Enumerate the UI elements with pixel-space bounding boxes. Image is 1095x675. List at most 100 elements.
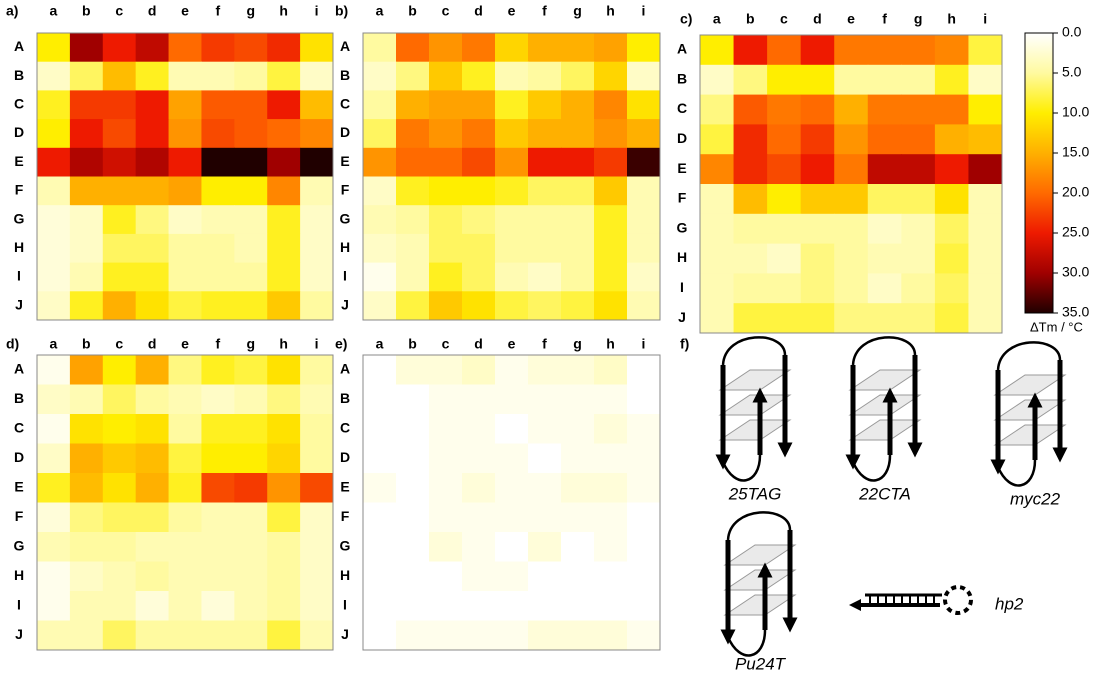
heatmap-cell (934, 184, 969, 215)
heatmap-cell (102, 33, 137, 63)
heatmap-cell (37, 262, 71, 292)
heatmap-cell (267, 591, 301, 621)
heatmap-cell (363, 502, 397, 533)
panel-label: f) (680, 336, 689, 352)
x-tick-label: a (376, 3, 384, 19)
heatmap-cell (528, 355, 562, 385)
x-tick-label: e (508, 336, 516, 352)
heatmap-cell (363, 147, 397, 177)
heatmap-cell (300, 33, 334, 63)
heatmap-cell (135, 291, 170, 321)
heatmap-cell (267, 473, 301, 503)
heatmap-cell (168, 355, 202, 385)
heatmap-cell (429, 147, 463, 177)
heatmap-cell (102, 291, 137, 321)
x-tick-label: c (115, 336, 123, 352)
heatmap-cell (901, 124, 936, 155)
heatmap-cell (528, 33, 562, 63)
heatmap-cell (267, 262, 301, 292)
heatmap-cell (867, 303, 902, 334)
heatmap-cell (594, 205, 628, 235)
heatmap-cell (234, 262, 268, 292)
heatmap-cell (867, 213, 902, 245)
heatmap-cell (300, 147, 334, 177)
heatmap-cell (396, 291, 430, 321)
heatmap-cell (168, 502, 202, 533)
x-tick-label: e (181, 336, 189, 352)
heatmap-cell (102, 262, 137, 292)
heatmap-cell (37, 502, 71, 533)
y-tick-label: H (340, 239, 350, 255)
heatmap-cell (627, 262, 661, 292)
heatmap-cell (594, 233, 628, 264)
heatmap-cell (800, 184, 835, 215)
heatmap-cell (300, 591, 334, 621)
heatmap-cell (396, 61, 430, 91)
heatmap-cell (867, 94, 902, 125)
heatmap-cell (594, 176, 628, 206)
heatmap-cell (968, 184, 1003, 215)
heatmap-cell (396, 147, 430, 177)
y-tick-label: J (678, 309, 686, 325)
colorbar-tick-label: 20.0 (1062, 184, 1089, 200)
heatmap-cell (396, 119, 430, 149)
heatmap-cell (561, 473, 595, 503)
heatmap-cell (834, 154, 869, 185)
heatmap-cell (168, 61, 202, 91)
heatmap-cell (901, 35, 936, 66)
heatmap-cell (627, 33, 661, 63)
heatmap-cell (561, 176, 595, 206)
heatmap-cell (834, 124, 869, 155)
y-tick-label: C (14, 419, 24, 435)
heatmap-cell (934, 124, 969, 155)
heatmap-cell (968, 213, 1003, 245)
heatmap-cell (561, 384, 595, 415)
heatmap-cell (495, 502, 529, 533)
heatmap-cell (135, 561, 170, 592)
heatmap-cell (800, 273, 835, 304)
heatmap-cell (201, 61, 235, 91)
y-tick-label: D (340, 124, 350, 140)
heatmap-cell (300, 473, 334, 503)
heatmap-cell (594, 532, 628, 562)
heatmap-cell (69, 33, 104, 63)
x-tick-label: c (442, 336, 450, 352)
heatmap-cell (561, 502, 595, 533)
heatmap-cell (594, 443, 628, 474)
x-tick-label: i (315, 3, 319, 19)
heatmap-cell (234, 291, 268, 321)
x-tick-label: b (746, 11, 755, 27)
heatmap-cell (102, 205, 137, 235)
heatmap-cell (396, 90, 430, 120)
heatmap-cell (168, 233, 202, 264)
heatmap-cell (594, 262, 628, 292)
heatmap-cell (69, 61, 104, 91)
heatmap-cell (396, 473, 430, 503)
heatmap-cell (733, 94, 768, 125)
structure-label: hp2 (995, 594, 1024, 613)
heatmap-cell (363, 384, 397, 415)
heatmap-cell (69, 561, 104, 592)
structure-label: 25TAG (728, 484, 782, 503)
heatmap-cell (627, 561, 661, 592)
heatmap-cell (396, 205, 430, 235)
heatmap-cell (934, 94, 969, 125)
heatmap-cell (700, 124, 735, 155)
heatmap-cell (594, 591, 628, 621)
heatmap-cell (627, 205, 661, 235)
heatmap-cell (363, 61, 397, 91)
heatmap-cell (168, 205, 202, 235)
heatmap-cell (201, 620, 235, 651)
heatmap-cell (168, 291, 202, 321)
heatmap-cell (37, 233, 71, 264)
heatmap-cell (462, 61, 496, 91)
heatmap-cell (135, 147, 170, 177)
heatmap-cell (901, 64, 936, 96)
plot-frame (362, 354, 661, 651)
panel-label: a) (6, 3, 18, 19)
heatmap-cell (627, 355, 661, 385)
heatmap-cell (168, 119, 202, 149)
structure-icon (720, 337, 790, 480)
heatmap-cell (528, 620, 562, 651)
x-tick-label: b (408, 336, 417, 352)
